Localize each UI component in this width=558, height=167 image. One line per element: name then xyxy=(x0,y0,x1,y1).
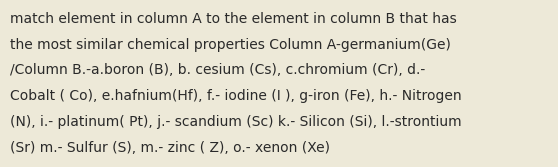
Text: (Sr) m.- Sulfur (S), m.- zinc ( Z), o.- xenon (Xe): (Sr) m.- Sulfur (S), m.- zinc ( Z), o.- … xyxy=(10,141,330,155)
Text: (N), i.- platinum( Pt), j.- scandium (Sc) k.- Silicon (Si), l.-strontium: (N), i.- platinum( Pt), j.- scandium (Sc… xyxy=(10,115,461,129)
Text: /Column B.-a.boron (B), b. cesium (Cs), c.chromium (Cr), d.-: /Column B.-a.boron (B), b. cesium (Cs), … xyxy=(10,63,425,77)
Text: match element in column A to the element in column B that has: match element in column A to the element… xyxy=(10,12,457,26)
Text: Cobalt ( Co), e.hafnium(Hf), f.- iodine (I ), g-iron (Fe), h.- Nitrogen: Cobalt ( Co), e.hafnium(Hf), f.- iodine … xyxy=(10,89,461,103)
Text: the most similar chemical properties Column A-germanium(Ge): the most similar chemical properties Col… xyxy=(10,38,451,52)
